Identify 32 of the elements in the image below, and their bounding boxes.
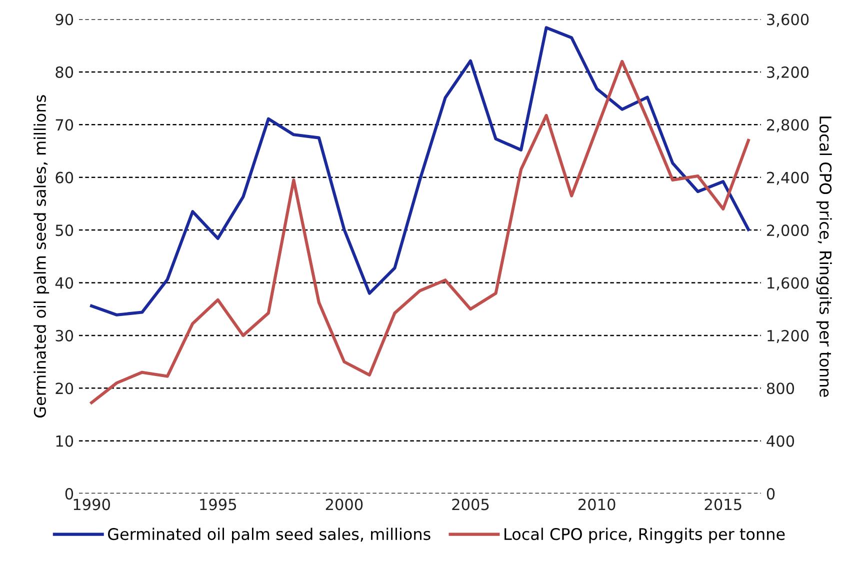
y2-tick-label: 2,000 (767, 224, 809, 238)
legend-label: Germinated oil palm seed sales, millions (108, 528, 430, 544)
x-tick-label: 1990 (74, 498, 110, 510)
line-series (90, 26, 750, 316)
y-tick-label: 60 (56, 172, 74, 184)
y2-tick-label: 2,400 (767, 172, 809, 185)
y2-tick-label: 3,600 (767, 14, 809, 27)
y-tick-label: 80 (56, 66, 74, 78)
y2-tick-label: 1,600 (768, 277, 809, 290)
x-tick-label: 1995 (200, 498, 236, 510)
x-tick-label: 2010 (578, 498, 616, 510)
legend-label: Local CPO price, Ringgits per tonne (504, 528, 785, 544)
y2-tick-label: 3,200 (767, 66, 809, 80)
x-tick-label: 2015 (704, 498, 742, 510)
y-tick-label: 0 (65, 488, 74, 500)
y-tick-label: 40 (55, 277, 74, 289)
y2-tick-label: 1,200 (768, 330, 809, 344)
y2-tick-label: 0 (766, 488, 775, 500)
y2-tick-label: 800 (766, 382, 794, 394)
y-tick-label: 30 (56, 330, 74, 342)
y-tick-label: 90 (56, 14, 74, 26)
x-tick-label: 2000 (326, 498, 363, 510)
y-tick-label: 70 (56, 119, 74, 131)
y2-tick-label: 400 (766, 435, 794, 447)
y-tick-label: 50 (56, 224, 74, 236)
y-tick-label: 20 (56, 382, 74, 394)
line-series (90, 60, 750, 404)
y-tick-label: 10 (56, 435, 74, 447)
y2-tick-label: 2,800 (767, 119, 809, 132)
y2-axis-title: Local CPO price, Ringgits per tonne (816, 116, 832, 397)
x-tick-label: 2005 (452, 498, 489, 510)
y-axis-title: Germinated oil palm seed sales, millions (34, 95, 50, 418)
